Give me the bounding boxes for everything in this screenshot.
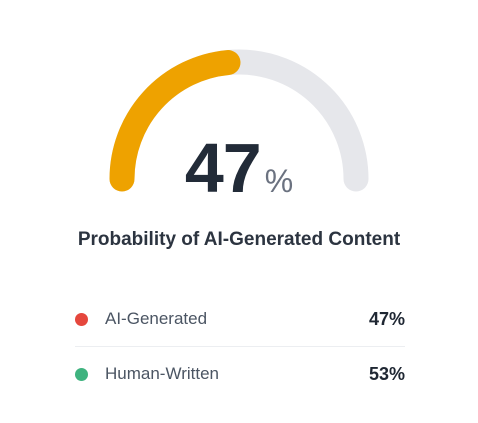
legend-value: 47% (368, 308, 405, 329)
score-value: 47 (184, 129, 262, 207)
ai-generated-dot-icon (75, 312, 88, 326)
score-unit: % (264, 163, 294, 199)
legend-label: Human-Written (105, 364, 219, 383)
legend: AI-Generated 47% Human-Written 53% (75, 292, 405, 401)
gauge-fill (109, 50, 241, 192)
legend-value: 53% (368, 363, 405, 384)
legend-item-ai-generated: AI-Generated 47% (75, 292, 405, 346)
legend-label: AI-Generated (105, 309, 208, 328)
human-written-dot-icon (75, 367, 88, 381)
score-display: 47% (0, 128, 478, 208)
legend-item-human-written: Human-Written 53% (75, 346, 405, 401)
gauge-svg (109, 49, 369, 192)
gauge-title: Probability of AI-Generated Content (77, 229, 401, 250)
probability-gauge: 47% (0, 0, 478, 210)
